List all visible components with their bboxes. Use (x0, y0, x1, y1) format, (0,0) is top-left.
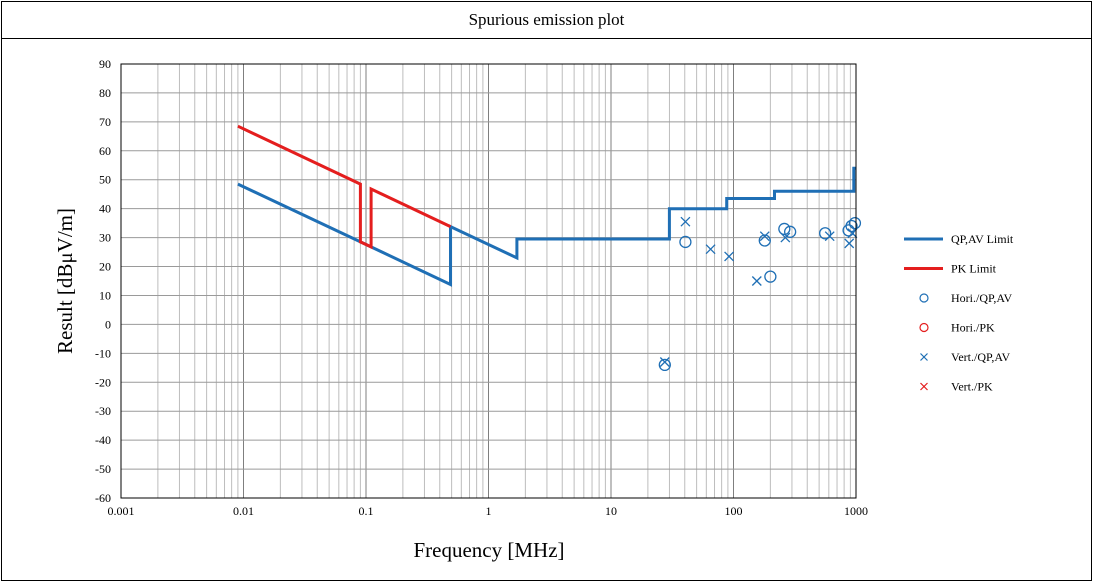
x-tick-label: 0.001 (108, 504, 135, 518)
y-tick-label: -50 (95, 462, 111, 476)
y-tick-label: 80 (99, 86, 111, 100)
legend-item: Vert./PK (920, 380, 993, 394)
y-tick-label: 20 (99, 260, 111, 274)
data-point-cross (844, 238, 855, 249)
data-point-cross (724, 251, 735, 262)
cross-stroke (847, 228, 858, 239)
data-point-circle (783, 225, 797, 238)
legend-swatch-circle (919, 293, 929, 303)
y-tick-label: 50 (99, 173, 111, 187)
x-tick-label: 0.01 (233, 504, 254, 518)
data-point-cross (680, 216, 691, 227)
legend-item: Hori./PK (919, 321, 995, 335)
y-tick-label: -20 (95, 375, 111, 389)
y-axis-label: Result [dBμV/m] (53, 208, 77, 354)
legend-item: QP,AV Limit (904, 232, 1014, 246)
cross-stroke (724, 251, 735, 262)
series-line-0 (237, 166, 856, 287)
series-lines (237, 124, 856, 287)
x-tick-labels: 0.001 0.01 0.1 1 10 100 1000 (108, 504, 869, 518)
data-point-circle (679, 235, 692, 249)
legend-swatch-circle (919, 322, 929, 333)
y-tick-label: 90 (99, 57, 111, 71)
data-point-cross (780, 232, 791, 243)
data-point-circle (778, 222, 791, 236)
cross-stroke (751, 276, 762, 286)
cross-stroke (844, 238, 855, 249)
data-point-cross (659, 357, 670, 367)
data-point-cross (847, 228, 858, 239)
grid (120, 63, 857, 499)
legend-label: Vert./QP,AV (951, 350, 1010, 364)
data-point-cross (759, 231, 770, 242)
y-tick-label: -10 (95, 346, 111, 360)
x-axis-label: Frequency [MHz] (413, 538, 564, 562)
legend-item: Hori./QP,AV (919, 291, 1012, 305)
y-tick-label: -60 (95, 491, 111, 505)
legend-item: PK Limit (904, 262, 997, 276)
cross-stroke (780, 232, 791, 243)
cross-stroke (705, 244, 716, 255)
data-point-circle (764, 270, 777, 283)
chart-title: Spurious emission plot (1, 1, 1092, 39)
legend-swatch-cross (920, 382, 928, 391)
x-tick-label: 100 (725, 504, 743, 518)
data-point-cross (824, 231, 835, 242)
cross-stroke (680, 216, 691, 227)
y-tick-label: -30 (95, 404, 111, 418)
legend-label: PK Limit (951, 262, 997, 276)
legend-label: QP,AV Limit (951, 232, 1014, 246)
y-tick-labels: 90 80 70 60 50 40 30 20 10 0 -10 -20 -30 -40 -50 -60 (95, 57, 111, 505)
y-tick-label: 60 (99, 144, 111, 158)
y-tick-label: 30 (99, 231, 111, 245)
legend: QP,AV Limit PK Limit Hori./QP,AV Hori./PK Ve… (904, 232, 1014, 394)
plot-area-border (120, 63, 857, 499)
y-tick-label: 70 (99, 115, 111, 129)
x-tick-label: 1000 (844, 504, 868, 518)
legend-label: Hori./QP,AV (951, 291, 1012, 305)
data-point-cross (705, 244, 716, 255)
x-tick-label: 1 (486, 504, 492, 518)
series-line-1 (237, 124, 452, 250)
data-point-circle (819, 227, 832, 240)
data-point-cross (751, 276, 762, 286)
y-tick-label: -40 (95, 433, 111, 447)
x-tick-label: 0.1 (359, 504, 374, 518)
y-tick-label: 0 (105, 317, 111, 331)
y-tick-label: 40 (99, 202, 111, 216)
legend-label: Vert./PK (951, 380, 993, 394)
y-tick-label: 10 (99, 288, 111, 302)
x-tick-label: 10 (605, 504, 617, 518)
legend-swatch-cross (920, 353, 928, 361)
data-point-circle (658, 358, 671, 372)
cross-stroke (659, 357, 670, 367)
cross-stroke (824, 231, 835, 242)
legend-label: Hori./PK (951, 321, 995, 335)
data-point-circle (758, 234, 771, 247)
legend-item: Vert./QP,AV (920, 350, 1010, 364)
cross-stroke (759, 231, 770, 242)
markers (658, 216, 862, 372)
data-point-circle (848, 216, 862, 230)
